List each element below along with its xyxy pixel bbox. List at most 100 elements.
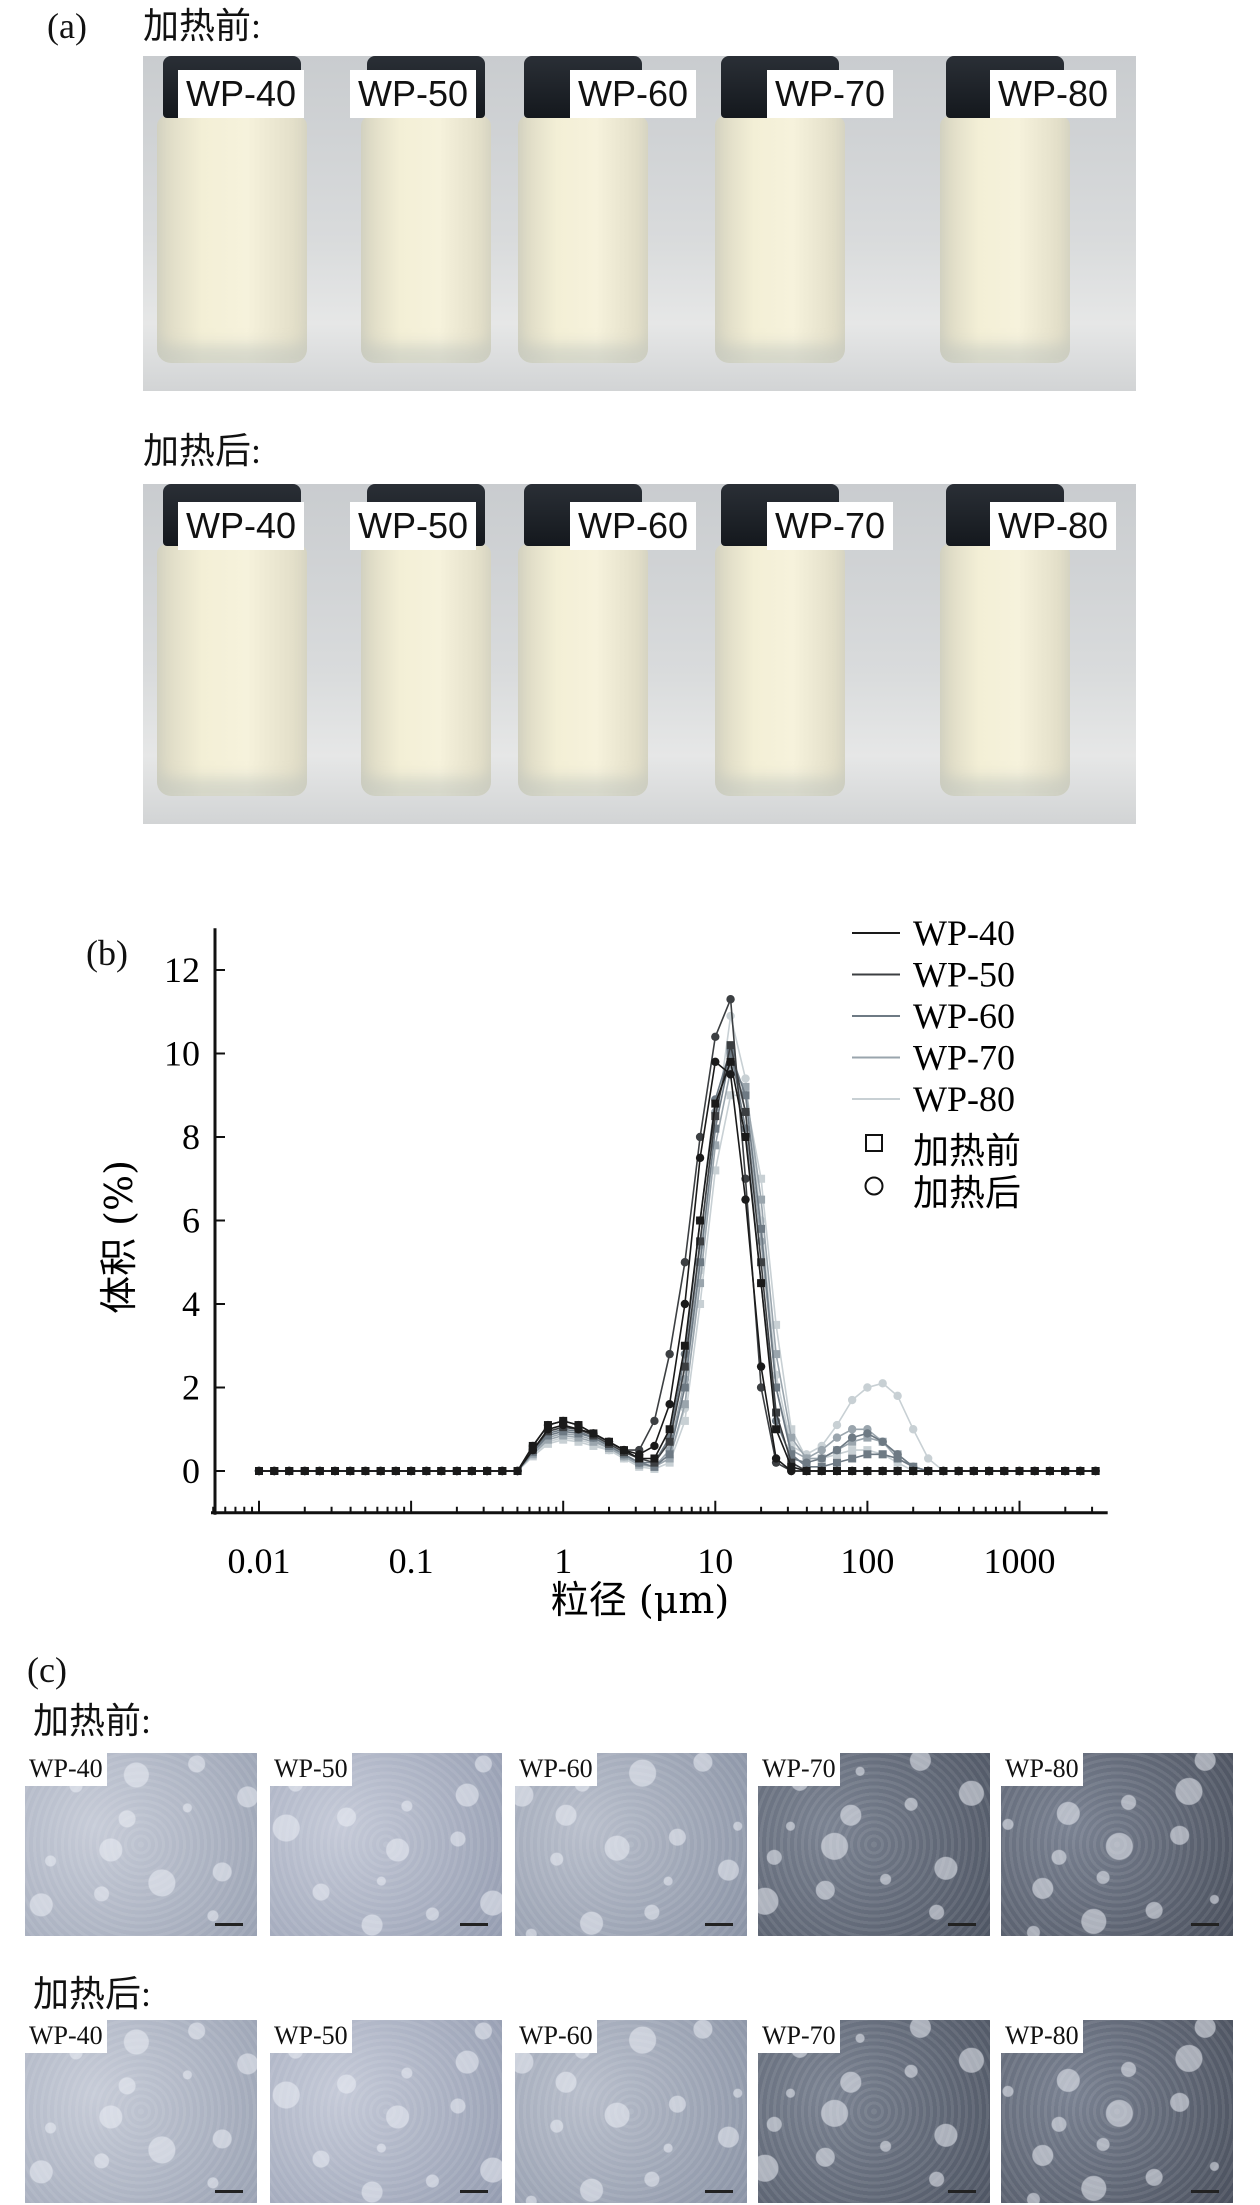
panel-a-after-title: 加热后: — [143, 431, 262, 471]
data-point-square — [559, 1435, 568, 1444]
panel-a-before-title: 加热前: — [143, 6, 262, 46]
data-point-square — [574, 1437, 583, 1446]
sample-label: WP-80 — [990, 502, 1117, 550]
data-point-square — [741, 1091, 750, 1100]
data-point-square — [772, 1350, 781, 1359]
data-point-square — [300, 1467, 309, 1475]
data-point-square — [985, 1467, 994, 1475]
micrograph-wp-80: WP-80 — [1001, 1753, 1233, 1936]
data-point-square — [680, 1383, 689, 1392]
panel-c-after-title: 加热后: — [33, 1974, 152, 2014]
micrograph-wp-50: WP-50 — [270, 2020, 502, 2203]
data-point-square — [726, 1057, 735, 1066]
data-point-square — [635, 1454, 644, 1463]
photo-bottles-before-heating: WP-40 WP-50 WP-60 WP-70 WP-80 — [143, 56, 1136, 391]
y-tick-label: 10 — [164, 1034, 200, 1074]
data-point-square — [559, 1431, 568, 1440]
scale-bar — [460, 1923, 488, 1926]
panel-c-label: (c) — [27, 1650, 67, 1690]
legend-label: WP-60 — [913, 996, 1015, 1036]
data-point-square — [574, 1421, 583, 1430]
data-point-square — [1000, 1467, 1009, 1475]
data-point-square — [391, 1467, 400, 1475]
data-point-square — [757, 1258, 766, 1267]
data-point-circle — [650, 1416, 659, 1426]
photo-bottles-after-heating: WP-40 WP-50 WP-60 WP-70 WP-80 — [143, 484, 1136, 824]
data-point-circle — [863, 1383, 872, 1392]
data-point-square — [270, 1467, 279, 1475]
data-point-square — [1061, 1467, 1070, 1475]
data-point-square — [467, 1467, 476, 1475]
sample-label: WP-50 — [350, 70, 477, 118]
y-tick-label: 0 — [182, 1451, 200, 1491]
data-point-square — [711, 1112, 720, 1121]
x-tick-label: 10 — [697, 1541, 733, 1581]
micrograph-wp-60: WP-60 — [515, 1753, 747, 1936]
panel-a-label: (a) — [47, 6, 87, 46]
micrograph-label: WP-80 — [1001, 1753, 1083, 1786]
y-axis-label: 体积 (%) — [97, 1160, 141, 1314]
bottle-wp-80 — [940, 544, 1070, 796]
data-point-circle — [726, 1011, 735, 1021]
data-point-square — [331, 1467, 340, 1475]
x-tick-label: 1 — [554, 1541, 572, 1581]
data-point-square — [376, 1467, 385, 1475]
data-point-square — [726, 1091, 735, 1100]
data-point-square — [878, 1467, 887, 1475]
data-point-circle — [680, 1299, 690, 1309]
data-point-square — [757, 1174, 766, 1183]
data-point-square — [1015, 1467, 1024, 1475]
y-tick-label: 8 — [182, 1117, 200, 1157]
data-point-square — [543, 1439, 552, 1448]
data-point-square — [741, 1107, 750, 1116]
data-point-square — [726, 1041, 735, 1050]
series-line-wp-40 — [259, 1060, 1096, 1472]
sample-label: WP-50 — [350, 502, 477, 550]
data-point-square — [559, 1427, 568, 1436]
data-point-square — [589, 1429, 598, 1438]
data-point-square — [757, 1279, 766, 1288]
scale-bar — [1191, 2190, 1219, 2193]
legend-circle-marker-icon — [864, 1176, 884, 1196]
bottle-wp-40 — [157, 544, 307, 796]
data-point-circle — [726, 995, 735, 1004]
sample-label: WP-80 — [990, 70, 1117, 118]
micrograph-label: WP-50 — [270, 1753, 352, 1786]
data-point-square — [543, 1435, 552, 1444]
data-point-square — [741, 1133, 750, 1141]
data-point-square — [817, 1467, 826, 1475]
sample-label: WP-40 — [178, 502, 305, 550]
data-point-circle — [847, 1433, 857, 1442]
data-point-square — [665, 1458, 674, 1467]
data-point-square — [650, 1462, 659, 1471]
data-point-square — [680, 1400, 689, 1409]
data-point-square — [787, 1458, 796, 1467]
data-point-square — [711, 1099, 720, 1108]
data-point-square — [650, 1458, 659, 1467]
data-point-square — [483, 1467, 492, 1475]
data-point-square — [848, 1446, 857, 1455]
x-tick-label: 0.1 — [389, 1541, 434, 1581]
data-point-square — [543, 1421, 552, 1430]
data-point-circle — [923, 1454, 933, 1463]
sample-label: WP-60 — [570, 502, 697, 550]
sample-label: WP-60 — [570, 70, 697, 118]
data-point-square — [954, 1467, 963, 1475]
legend-label: WP-80 — [913, 1079, 1015, 1119]
micrograph-wp-50: WP-50 — [270, 1753, 502, 1936]
data-point-square — [559, 1416, 568, 1425]
data-point-square — [726, 1049, 735, 1058]
data-point-circle — [847, 1395, 857, 1405]
bottle-wp-70 — [715, 544, 845, 796]
data-point-square — [255, 1467, 263, 1475]
data-point-circle — [832, 1433, 842, 1442]
micrograph-label: WP-50 — [270, 2020, 352, 2053]
data-point-square — [665, 1437, 674, 1446]
scale-bar — [705, 2190, 733, 2193]
bottle-wp-40 — [157, 116, 307, 363]
data-point-circle — [878, 1437, 887, 1446]
data-point-square — [848, 1467, 857, 1475]
data-point-circle — [711, 1032, 720, 1041]
data-point-square — [832, 1467, 841, 1475]
legend-square-marker-icon — [865, 1134, 883, 1152]
